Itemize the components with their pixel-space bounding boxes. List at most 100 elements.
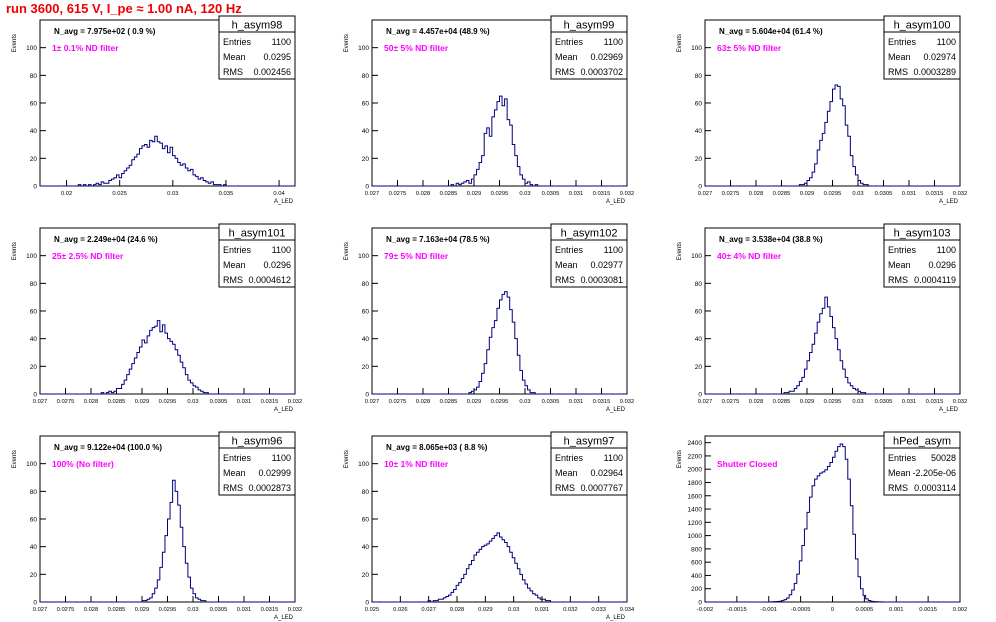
x-tick-label: 0.03	[852, 399, 863, 405]
x-axis-label: A_LED	[606, 407, 626, 413]
y-tick-label: 80	[362, 489, 370, 496]
histogram-line	[372, 95, 627, 187]
histogram-panel: 0 20 40 60 80 100 Events 0.027 0.0275 0.028 0.0285…	[12, 431, 302, 621]
y-tick-label: 60	[362, 309, 370, 316]
stats-label: Entries	[223, 245, 252, 255]
navg-label: N_avg = 9.122e+04 (100.0 %)	[54, 443, 162, 452]
navg-label: N_avg = 7.975e+02 ( 0.9 %)	[54, 27, 156, 36]
y-tick-label: 60	[695, 309, 703, 316]
x-tick-label: 0.028	[84, 607, 99, 613]
y-tick-label: 60	[695, 101, 703, 108]
navg-label: N_avg = 8.065e+03 ( 8.8 %)	[386, 443, 488, 452]
y-tick-label: 0	[698, 184, 702, 191]
x-tick-label: 0.0275	[389, 399, 407, 405]
y-tick-label: 40	[30, 544, 38, 551]
histogram-name: h_asym103	[894, 228, 951, 240]
histogram-name: h_asym99	[564, 20, 615, 32]
y-tick-label: 1600	[688, 493, 703, 500]
x-tick-label: 0.035	[219, 191, 234, 197]
stats-value: 1100	[604, 37, 623, 47]
stats-label: Mean	[223, 260, 246, 270]
stats-label: RMS	[223, 483, 243, 493]
histogram-line	[40, 479, 295, 603]
stats-value: 50028	[931, 453, 956, 463]
y-tick-label: 1200	[688, 520, 703, 527]
histogram-line	[705, 443, 960, 603]
x-tick-label: 0.0305	[210, 399, 228, 405]
x-tick-label: 0.03	[167, 191, 178, 197]
x-tick-label: 0.034	[620, 607, 635, 613]
stats-label: Entries	[223, 453, 252, 463]
x-tick-label: 0.032	[953, 191, 968, 197]
y-tick-label: 80	[695, 73, 703, 80]
stats-value: 0.002456	[253, 67, 291, 77]
x-tick-label: 0.027	[421, 607, 436, 613]
histogram-line	[705, 84, 960, 187]
histogram-name: h_asym98	[232, 20, 283, 32]
x-tick-label: 0.0295	[824, 191, 842, 197]
x-tick-label: 0.0015	[919, 607, 937, 613]
histogram-line	[372, 291, 627, 395]
filter-label: 100% (No filter)	[52, 459, 114, 469]
x-tick-label: 0.032	[620, 191, 635, 197]
y-tick-label: 20	[30, 156, 38, 163]
x-tick-label: 0.033	[591, 607, 606, 613]
x-axis-label: A_LED	[939, 407, 959, 413]
stats-value: 0.0296	[928, 260, 956, 270]
filter-label: 1± 0.1% ND filter	[52, 43, 119, 53]
x-tick-label: 0.027	[698, 399, 713, 405]
navg-label: N_avg = 5.604e+04 (61.4 %)	[719, 27, 823, 36]
stats-value: 0.02977	[590, 260, 623, 270]
y-tick-label: 60	[362, 517, 370, 524]
x-tick-label: 0.031	[237, 399, 252, 405]
y-tick-label: 40	[30, 336, 38, 343]
stats-value: 0.0003081	[580, 275, 623, 285]
navg-label: N_avg = 2.249e+04 (24.6 %)	[54, 235, 158, 244]
stats-value: 1100	[272, 245, 291, 255]
x-tick-label: 0.029	[135, 399, 150, 405]
stats-label: RMS	[888, 483, 908, 493]
x-tick-label: -0.0015	[727, 607, 747, 613]
x-tick-label: 0.0295	[824, 399, 842, 405]
stats-label: Mean	[888, 52, 911, 62]
x-tick-label: 0.03	[187, 607, 198, 613]
y-tick-label: 2200	[688, 453, 703, 460]
stats-label: Mean	[555, 468, 578, 478]
stats-label: Entries	[888, 453, 917, 463]
x-tick-label: 0.028	[450, 607, 465, 613]
x-tick-label: 0.031	[902, 399, 917, 405]
histogram-name: h_asym96	[232, 436, 283, 448]
filter-label: 50± 5% ND filter	[384, 43, 449, 53]
x-tick-label: 0.026	[393, 607, 408, 613]
x-tick-label: 0.029	[135, 607, 150, 613]
y-tick-label: 800	[691, 546, 702, 553]
y-tick-label: 0	[365, 184, 369, 191]
filter-label: 10± 1% ND filter	[384, 459, 449, 469]
y-tick-label: 1400	[688, 507, 703, 514]
histogram-panel: 0 20 40 60 80 100 Events 0.027 0.0275 0.028 0.0285…	[12, 223, 302, 413]
stats-value: 1100	[937, 245, 956, 255]
stats-label: RMS	[555, 67, 575, 77]
x-tick-label: 0	[831, 607, 834, 613]
y-tick-label: 40	[695, 336, 703, 343]
y-tick-label: 40	[362, 128, 370, 135]
navg-label: N_avg = 4.457e+04 (48.9 %)	[386, 27, 490, 36]
stats-value: -2.205e-06	[912, 468, 956, 478]
stats-box	[550, 431, 628, 496]
x-tick-label: 0.002	[953, 607, 968, 613]
y-tick-label: 0	[33, 184, 37, 191]
x-tick-label: 0.027	[365, 399, 380, 405]
x-tick-label: 0.0305	[875, 399, 893, 405]
x-tick-label: 0.0275	[722, 399, 740, 405]
filter-label: Shutter Closed	[717, 459, 777, 469]
y-tick-label: 100	[26, 461, 37, 468]
stats-label: Mean	[555, 52, 578, 62]
x-tick-label: 0.03	[187, 399, 198, 405]
stats-label: Entries	[888, 245, 917, 255]
x-axis-label: A_LED	[606, 615, 626, 621]
x-tick-label: 0.025	[112, 191, 127, 197]
histogram-name: h_asym102	[561, 228, 618, 240]
y-tick-label: 60	[362, 101, 370, 108]
stats-label: Entries	[555, 245, 584, 255]
